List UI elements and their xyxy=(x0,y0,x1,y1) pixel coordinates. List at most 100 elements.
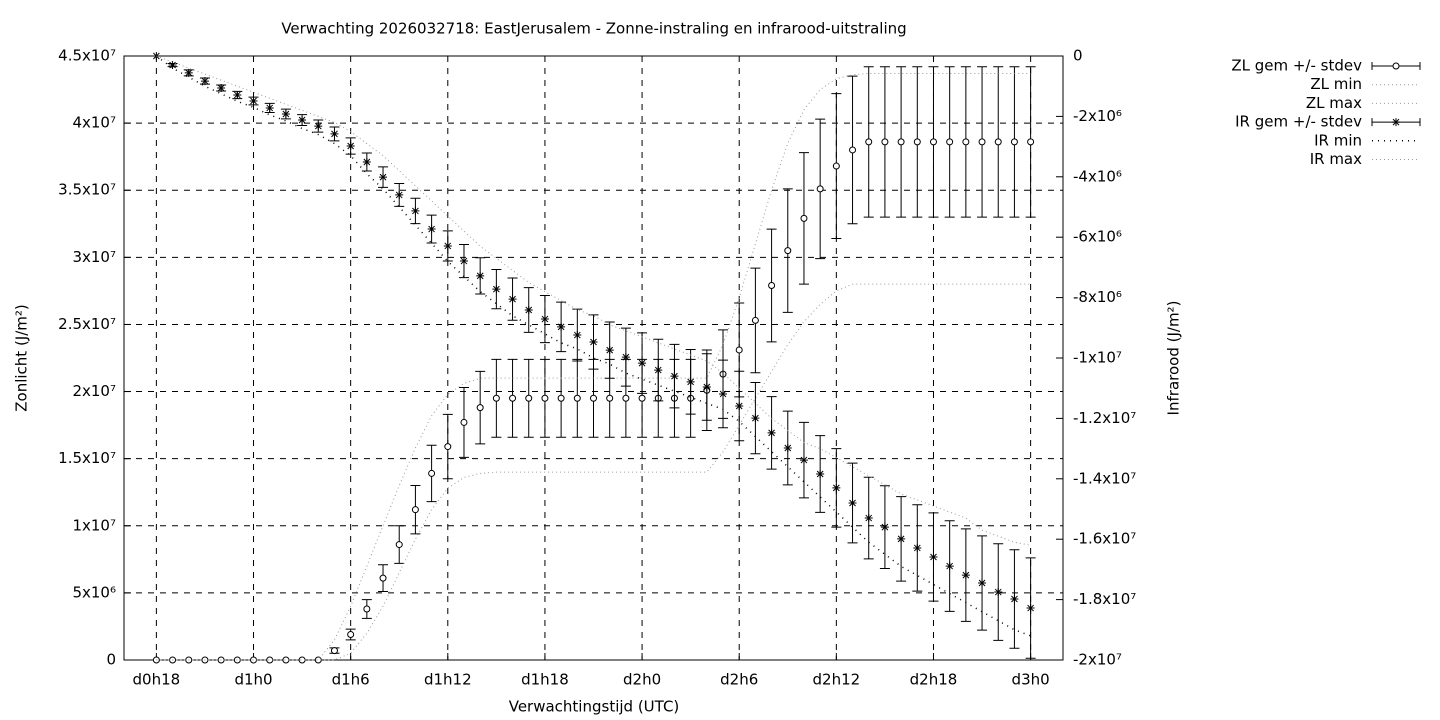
point xyxy=(184,68,193,77)
point xyxy=(994,588,1003,597)
point xyxy=(281,109,290,118)
y2-tick-label: -4x10⁶ xyxy=(1073,167,1122,185)
y2-tick-label: -2x10⁶ xyxy=(1073,107,1122,125)
point xyxy=(476,271,485,280)
point xyxy=(152,52,161,60)
point xyxy=(509,394,517,402)
point xyxy=(282,656,290,664)
point xyxy=(606,394,614,402)
point xyxy=(330,647,338,655)
point xyxy=(265,103,274,112)
point xyxy=(897,138,905,146)
chart-title: Verwachting 2026032718: EastJerusalem - … xyxy=(281,20,906,38)
point xyxy=(913,138,921,146)
x-tick-label: d1h6 xyxy=(332,671,370,689)
x-tick-label: d2h6 xyxy=(720,671,758,689)
point xyxy=(573,331,582,340)
point xyxy=(735,346,743,354)
x-tick-label: d3h0 xyxy=(1012,671,1050,689)
point xyxy=(330,129,339,138)
point xyxy=(525,394,533,402)
y-tick-label: 1x10⁷ xyxy=(72,516,116,534)
x-tick-label: d1h18 xyxy=(521,671,569,689)
point xyxy=(816,185,824,193)
point xyxy=(702,382,711,391)
point xyxy=(929,138,937,146)
x-tick-label: d1h12 xyxy=(424,671,472,689)
y-axis-label: Zonlicht (J/m²) xyxy=(13,304,31,412)
point xyxy=(670,372,679,381)
point xyxy=(362,158,371,167)
point xyxy=(1010,594,1019,603)
point xyxy=(217,84,226,93)
point xyxy=(427,225,436,234)
y2-tick-label: -8x10⁶ xyxy=(1073,288,1122,306)
point xyxy=(476,404,484,412)
point xyxy=(346,141,355,150)
point xyxy=(557,394,565,402)
point xyxy=(298,116,307,125)
y-tick-label: 3x10⁷ xyxy=(72,248,116,266)
y2-tick-label: -1.8x10⁷ xyxy=(1073,590,1136,608)
point xyxy=(848,498,857,507)
point xyxy=(233,90,242,99)
y-tick-label: 3.5x10⁷ xyxy=(58,181,116,199)
point xyxy=(767,428,776,437)
y2-axis-label: Infrarood (J/m²) xyxy=(1165,301,1183,416)
x-tick-label: d2h18 xyxy=(910,671,958,689)
point xyxy=(411,206,420,215)
point xyxy=(605,346,614,355)
x-tick-label: d1h0 xyxy=(234,671,272,689)
point xyxy=(1026,604,1035,613)
x-tick-label: d2h0 xyxy=(623,671,661,689)
y2-tick-label: -1.4x10⁷ xyxy=(1073,469,1136,487)
point xyxy=(832,483,841,492)
point xyxy=(864,514,873,523)
point xyxy=(961,571,970,580)
legend-label: IR min xyxy=(1314,131,1362,149)
y2-tick-label: -1x10⁷ xyxy=(1073,349,1122,367)
point xyxy=(978,138,986,146)
point xyxy=(200,77,209,86)
point xyxy=(460,418,468,426)
point xyxy=(249,96,258,105)
point xyxy=(428,469,436,477)
point xyxy=(735,402,744,411)
point xyxy=(168,61,177,70)
point xyxy=(638,359,647,368)
y-tick-label: 2x10⁷ xyxy=(72,382,116,400)
point xyxy=(929,553,938,562)
point xyxy=(621,353,630,362)
x-tick-label: d2h12 xyxy=(813,671,861,689)
point xyxy=(363,605,371,613)
y-tick-label: 5x10⁶ xyxy=(72,583,116,601)
point xyxy=(946,138,954,146)
legend-label: ZL min xyxy=(1310,75,1362,93)
point xyxy=(444,443,452,451)
y-tick-label: 2.5x10⁷ xyxy=(58,315,116,333)
point xyxy=(540,315,549,324)
y2-tick-label: 0 xyxy=(1073,47,1083,65)
point xyxy=(881,138,889,146)
point xyxy=(832,162,840,170)
point xyxy=(314,122,323,131)
point xyxy=(816,469,825,478)
point xyxy=(250,656,258,664)
legend-label: ZL max xyxy=(1306,94,1362,112)
point xyxy=(524,305,533,314)
point xyxy=(945,562,954,571)
point xyxy=(492,394,500,402)
point xyxy=(962,138,970,146)
point xyxy=(880,523,889,532)
point xyxy=(589,337,598,346)
point xyxy=(379,574,387,582)
point xyxy=(411,506,419,514)
range-line xyxy=(156,55,1031,546)
y-tick-label: 4.5x10⁷ xyxy=(58,47,116,65)
legend-label: IR max xyxy=(1310,150,1362,168)
point xyxy=(994,138,1002,146)
point xyxy=(800,214,808,222)
point xyxy=(395,541,403,549)
point xyxy=(751,316,759,324)
